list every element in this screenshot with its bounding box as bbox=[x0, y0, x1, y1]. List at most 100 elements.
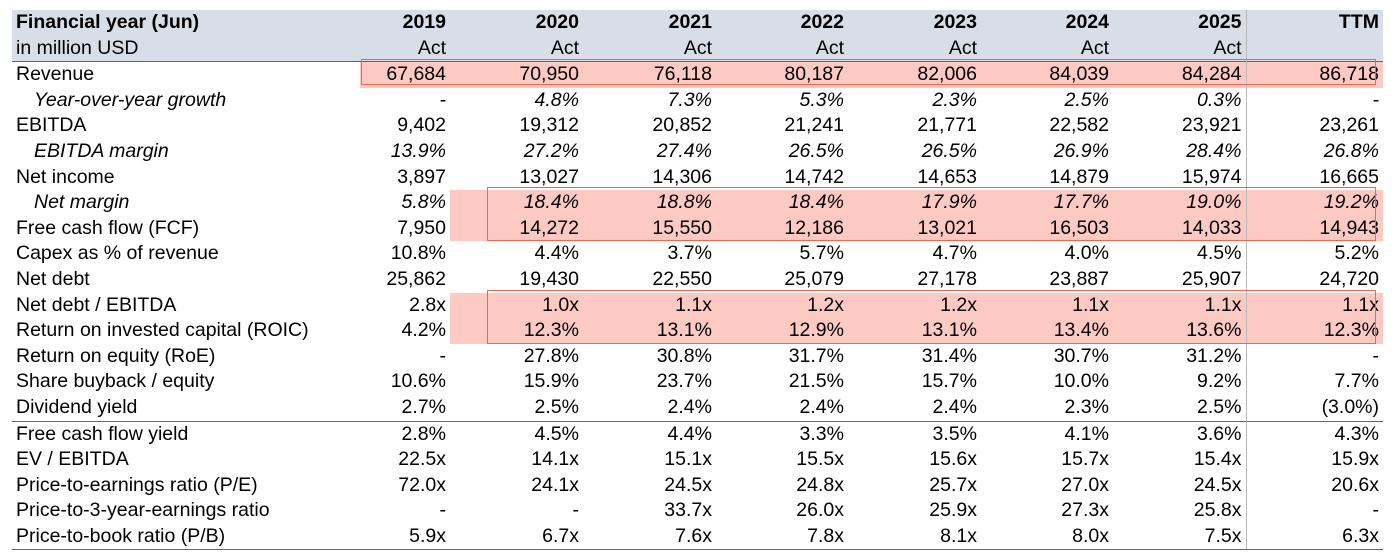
table-cell: 14,742 bbox=[784, 165, 844, 188]
table-cell: - bbox=[1245, 343, 1383, 370]
table-cell: - bbox=[439, 499, 447, 522]
table-row: Free cash flow (FCF) 7,950 14,272 15,550 12,… bbox=[12, 215, 1383, 242]
status-label: Act bbox=[450, 35, 583, 62]
table-row: Return on invested capital (ROIC) 4.2% 12.… bbox=[12, 318, 1383, 344]
table-cell: 7.8x bbox=[716, 523, 848, 551]
table-cell: 9,402 bbox=[397, 114, 446, 137]
table-cell: 20,852 bbox=[652, 114, 712, 137]
table-cell: 9.2% bbox=[1197, 370, 1242, 393]
table-cell: 26.5% bbox=[921, 139, 977, 162]
table-cell: 4.0% bbox=[1064, 242, 1109, 265]
table-cell: 21.5% bbox=[788, 370, 844, 393]
table-cell: 15.7% bbox=[921, 370, 977, 393]
table-cell: 20.6x bbox=[1245, 472, 1383, 499]
table-cell: 67,684 bbox=[360, 61, 450, 88]
table-cell: 3.7% bbox=[667, 242, 712, 265]
table-title: Financial year (Jun) bbox=[12, 10, 360, 36]
table-cell: 2.5% bbox=[1064, 88, 1109, 111]
table-cell: 2.4% bbox=[799, 395, 844, 418]
table-cell: 31.2% bbox=[1186, 344, 1242, 367]
table-cell: 27,178 bbox=[917, 267, 977, 290]
table-cell: 84,039 bbox=[981, 61, 1113, 88]
year-header: 2025 bbox=[1113, 10, 1246, 36]
table-cell: 18.8% bbox=[583, 190, 716, 216]
table-cell: 5.8% bbox=[401, 191, 446, 214]
table-cell: 7,950 bbox=[397, 216, 446, 239]
table-cell: 22.5x bbox=[398, 448, 446, 471]
table-cell: 15.1x bbox=[664, 448, 712, 471]
row-label: Capex as % of revenue bbox=[16, 242, 219, 265]
table-cell: 1.1x bbox=[1113, 292, 1246, 319]
table-cell: 25,862 bbox=[386, 267, 446, 290]
year-header-ttm: TTM bbox=[1245, 10, 1383, 36]
table-cell: 76,118 bbox=[583, 61, 716, 88]
table-cell: 12,186 bbox=[716, 215, 848, 242]
table-cell: 15.4x bbox=[1193, 448, 1242, 471]
table-cell: 1.1x bbox=[981, 292, 1113, 319]
table-cell: 3.6% bbox=[1113, 420, 1246, 448]
table-cell: 26.8% bbox=[1245, 138, 1383, 165]
table-cell: 3.5% bbox=[848, 420, 981, 448]
table-cell: 2.7% bbox=[401, 395, 446, 418]
table-cell: 4.3% bbox=[1245, 420, 1383, 448]
row-label: Return on equity (RoE) bbox=[16, 344, 216, 367]
table-cell: 27.0x bbox=[1061, 473, 1109, 496]
table-cell: 2.5% bbox=[1197, 395, 1242, 418]
row-label: Price-to-earnings ratio (P/E) bbox=[16, 473, 258, 496]
table-cell: 24.8x bbox=[796, 473, 844, 496]
table-cell: 2.4% bbox=[932, 395, 977, 418]
table-cell: 15.6x bbox=[929, 448, 977, 471]
table-cell: 7.7% bbox=[1245, 369, 1383, 395]
table-cell: 17.7% bbox=[981, 190, 1113, 216]
table-cell: 4.2% bbox=[401, 319, 446, 342]
table-cell: 14,306 bbox=[652, 165, 712, 188]
table-cell: 7.3% bbox=[667, 88, 712, 111]
table-cell: 14.1x bbox=[531, 448, 579, 471]
table-cell: 6.3x bbox=[1245, 523, 1383, 551]
table-row: Year-over-year growth - 4.8% 7.3% 5.3% 2.3% 2.… bbox=[12, 87, 1383, 114]
table-subtitle: in million USD bbox=[12, 35, 360, 62]
table-cell: 4.5% bbox=[450, 420, 583, 448]
table-cell: 4.8% bbox=[534, 88, 579, 111]
table-row: EBITDA margin 13.9% 27.2% 27.4% 26.5% 26.5% 26… bbox=[12, 138, 1383, 165]
table-row: Net debt 25,862 19,430 22,550 25,079 27,178 23… bbox=[12, 266, 1383, 293]
table-cell: 7.6x bbox=[583, 523, 716, 551]
table-cell: 27.4% bbox=[656, 139, 712, 162]
table-cell: 7.5x bbox=[1113, 523, 1246, 551]
table-cell: 25.9x bbox=[929, 499, 977, 522]
table-cell: 27.3x bbox=[1061, 499, 1109, 522]
table-cell: 22,550 bbox=[652, 267, 712, 290]
table-cell: 23.7% bbox=[656, 370, 712, 393]
table-row: Capex as % of revenue 10.8% 4.4% 3.7% 5.7% 4.… bbox=[12, 241, 1383, 267]
table-cell: 17.9% bbox=[848, 190, 981, 216]
status-label-ttm bbox=[1245, 35, 1383, 62]
table-cell: 19,430 bbox=[519, 267, 579, 290]
table-cell: 23,887 bbox=[1049, 267, 1109, 290]
table-cell: 31.4% bbox=[921, 344, 977, 367]
row-label: Return on invested capital (ROIC) bbox=[16, 319, 309, 342]
table-cell: 27.2% bbox=[523, 139, 579, 162]
row-label: Price-to-3-year-earnings ratio bbox=[16, 499, 270, 522]
table-cell: 1.1x bbox=[1245, 292, 1383, 319]
year-header: 2020 bbox=[450, 10, 583, 36]
table-row: Net income 3,897 13,027 14,306 14,742 14,653 1… bbox=[12, 164, 1383, 191]
table-cell: 25,907 bbox=[1181, 267, 1242, 290]
row-label: Share buyback / equity bbox=[16, 370, 215, 393]
header-row-years: Financial year (Jun) 2019 2020 2021 2022… bbox=[12, 10, 1383, 36]
table-cell: - bbox=[1245, 87, 1383, 114]
table-cell: 13.4% bbox=[981, 318, 1113, 344]
table-cell: 30.8% bbox=[656, 344, 712, 367]
table-cell: 3,897 bbox=[397, 165, 446, 188]
table-row: Share buyback / equity 10.6% 15.9% 23.7% 21.… bbox=[12, 369, 1383, 395]
table-row: Price-to-book ratio (P/B) 5.9x 6.7x 7.6x 7.8… bbox=[12, 523, 1383, 551]
table-cell: 25.8x bbox=[1193, 499, 1242, 522]
table-cell: 13.1% bbox=[848, 318, 981, 344]
table-cell: 14,033 bbox=[1113, 215, 1246, 242]
table-cell: 3.3% bbox=[716, 420, 848, 448]
table-cell: 19.2% bbox=[1245, 190, 1383, 216]
table-row: Return on equity (RoE) - 27.8% 30.8% 31.7% 31… bbox=[12, 343, 1383, 370]
table-cell: 72.0x bbox=[398, 473, 446, 496]
table-cell: 2.8% bbox=[360, 420, 450, 448]
table-cell: 23,261 bbox=[1245, 113, 1383, 139]
table-cell: 25.7x bbox=[929, 473, 977, 496]
